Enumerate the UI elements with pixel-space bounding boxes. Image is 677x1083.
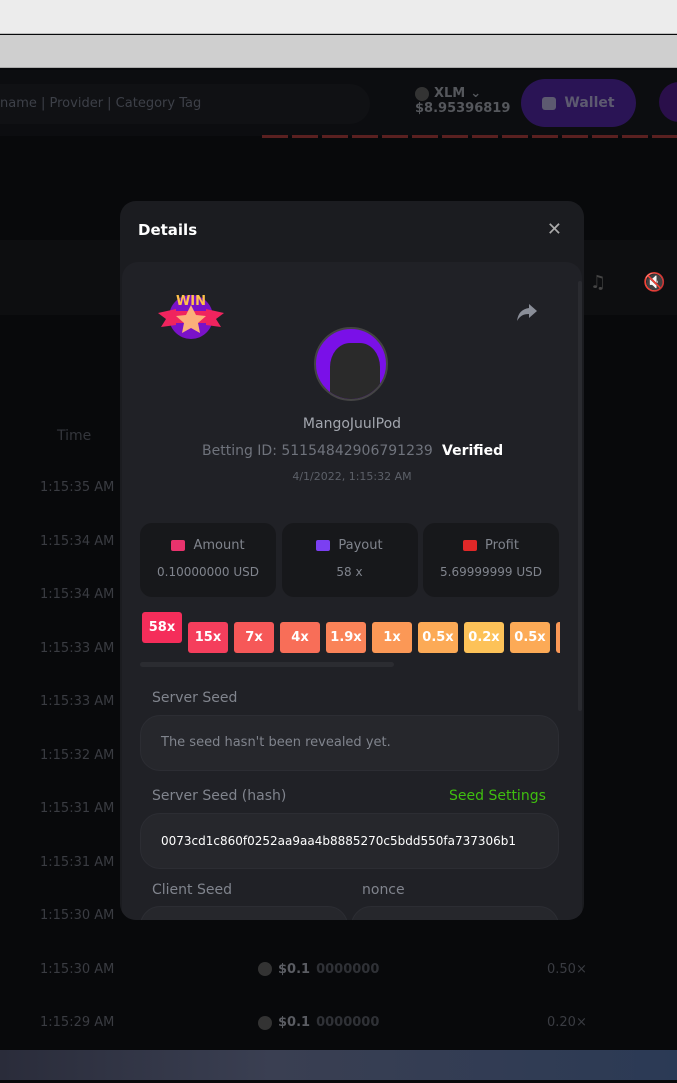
multiplier-chip: 4x	[280, 622, 320, 653]
server-seed-hash-label: Server Seed (hash)	[152, 788, 287, 804]
seed-settings-link[interactable]: Seed Settings	[449, 788, 546, 804]
balance-selector[interactable]: XLM ⌄ $8.95396819	[415, 86, 510, 116]
nonce-label: nonce	[362, 882, 405, 898]
modal-scrollbar[interactable]	[578, 281, 582, 711]
balance-value: $8.95396819	[415, 101, 511, 116]
client-seed-field[interactable]	[140, 906, 348, 920]
row-time: 1:15:33 AM	[40, 694, 115, 709]
table-row: 1:15:29 AM $0.1 0000000 0.20×	[0, 1015, 677, 1035]
table-row: 1:15:30 AM	[0, 908, 677, 928]
row-time: 1:15:31 AM	[40, 801, 115, 816]
player-avatar	[314, 327, 388, 401]
row-time: 1:15:34 AM	[40, 587, 115, 602]
win-badge-icon: WIN	[158, 294, 224, 339]
row-amount: $0.1 0000000	[258, 1015, 379, 1030]
stat-profit: Profit 5.69999999 USD	[423, 523, 559, 597]
server-seed-label: Server Seed	[152, 690, 238, 706]
wallet-icon	[542, 96, 557, 110]
multiplier-chip: 1x	[372, 622, 412, 653]
multiplier-chip: 7x	[234, 622, 274, 653]
multiplier-chip: 58x	[142, 612, 182, 643]
stat-payout: Payout 58 x	[281, 523, 418, 597]
bet-details-card: WIN MangoJuulPod Betting ID: 51154842906…	[122, 262, 582, 920]
share-icon[interactable]	[516, 302, 538, 322]
row-amount: $0.1 0000000	[258, 962, 379, 977]
multiplier-chip: 0.2x	[464, 622, 504, 653]
betting-id: Betting ID: 51154842906791239	[202, 443, 433, 459]
search-input[interactable]: name | Provider | Category Tag	[0, 84, 370, 124]
xlm-coin-icon	[258, 962, 272, 976]
multiplier-chip: 15x	[188, 622, 228, 653]
multiplier-chip: 0.5x	[510, 622, 550, 653]
multiplier-chip: 0.5x	[418, 622, 458, 653]
recent-results-strip	[262, 135, 677, 138]
time-column-header: Time	[57, 428, 92, 444]
xlm-coin-icon	[258, 1015, 272, 1030]
wallet-label: Wallet	[564, 95, 615, 111]
browser-toolbar	[0, 35, 677, 68]
xlm-coin-icon	[415, 86, 429, 101]
wallet-button[interactable]: Wallet	[521, 79, 636, 127]
row-time: 1:15:31 AM	[40, 854, 115, 870]
multiplier-chip: 1.9x	[326, 622, 366, 653]
hand-coins-icon	[171, 540, 186, 551]
multiplier-list[interactable]: 58x 15x 7x 4x 1.9x 1x 0.5x 0.2x 0.5x	[142, 612, 560, 654]
sound-off-icon[interactable]: 🔇	[643, 272, 666, 293]
row-time: 1:15:30 AM	[40, 961, 115, 977]
table-row: 1:15:31 AM	[0, 855, 677, 875]
table-row: 1:15:34 AM	[0, 534, 677, 554]
verified-badge: Verified	[442, 443, 504, 459]
row-time: 1:15:30 AM	[40, 908, 115, 923]
row-time: 1:15:34 AM	[40, 533, 115, 549]
row-payout: 0.20×	[547, 1015, 587, 1030]
nonce-field[interactable]	[351, 906, 559, 920]
table-row: 1:15:33 AM	[0, 641, 677, 661]
svg-text:WIN: WIN	[176, 294, 206, 309]
profit-hand-icon	[463, 540, 478, 551]
multiplier-chip	[556, 622, 560, 653]
bet-date: 4/1/2022, 1:15:32 AM	[292, 470, 412, 483]
chevron-down-icon: ⌄	[470, 86, 482, 101]
modal-title: Details	[138, 221, 198, 239]
music-off-icon[interactable]: ♫	[590, 272, 607, 293]
user-avatar[interactable]	[659, 82, 677, 122]
details-modal: Details ✕ WIN MangoJuulPod Betting ID: 5…	[120, 201, 584, 920]
table-row: 1:15:31 AM	[0, 801, 677, 821]
username: MangoJuulPod	[302, 416, 402, 432]
browser-tab-bar	[0, 0, 677, 34]
server-seed-field[interactable]: The seed hasn't been revealed yet.	[140, 715, 559, 771]
row-time: 1:15:35 AM	[40, 480, 115, 495]
table-row: 1:15:34 AM	[0, 587, 677, 607]
server-seed-hash-field[interactable]: 0073cd1c860f0252aa9aa4b8885270c5bdd550fa…	[140, 813, 559, 869]
horizontal-scrollbar[interactable]	[140, 662, 394, 667]
row-payout: 0.50×	[547, 961, 587, 977]
card-icon	[316, 540, 331, 551]
taskbar	[0, 1050, 677, 1080]
table-row: 1:15:32 AM	[0, 748, 677, 768]
table-row: 1:15:33 AM	[0, 694, 677, 714]
table-row: 1:15:30 AM $0.1 0000000 0.50×	[0, 962, 677, 982]
client-seed-label: Client Seed	[152, 882, 232, 898]
close-icon[interactable]: ✕	[546, 219, 562, 240]
row-time: 1:15:32 AM	[40, 747, 115, 763]
table-row: 1:15:35 AM	[0, 480, 677, 500]
stat-amount: Amount 0.10000000 USD	[140, 523, 276, 597]
row-time: 1:15:29 AM	[40, 1015, 115, 1030]
row-time: 1:15:33 AM	[40, 640, 115, 656]
currency-label: XLM	[434, 86, 466, 101]
